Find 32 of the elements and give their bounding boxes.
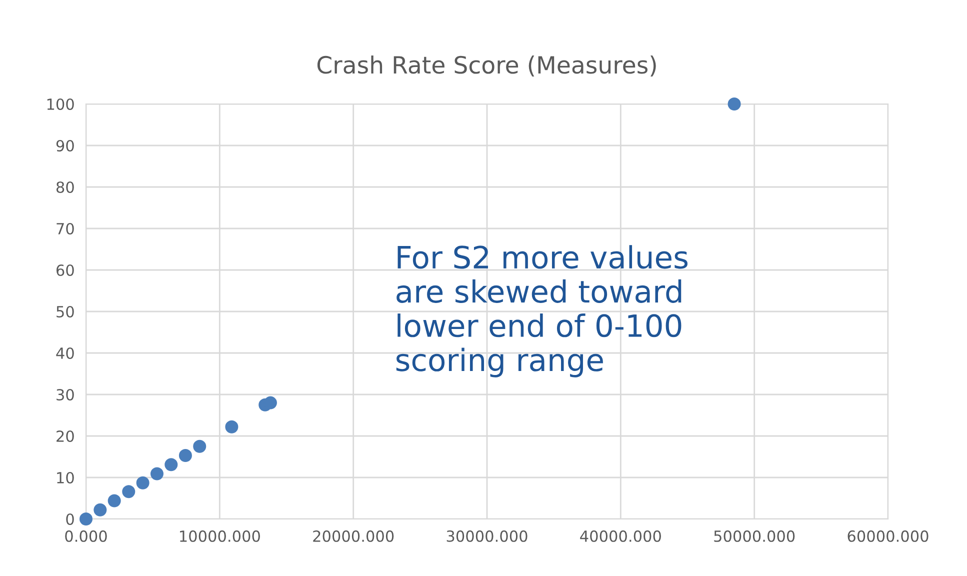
y-tick-label: 20 [56, 430, 74, 442]
chart-title: Crash Rate Score (Measures) [317, 56, 656, 77]
point [728, 97, 741, 111]
x-tick-label: 40000.000 [580, 530, 661, 542]
y-tick-label: 70 [56, 222, 74, 235]
point [264, 396, 277, 410]
point [94, 503, 107, 516]
y-tick-label: 60 [56, 264, 74, 276]
point [122, 485, 136, 498]
y-tick-label: 50 [56, 306, 74, 318]
point [193, 440, 206, 453]
point [225, 420, 238, 434]
point [136, 476, 150, 490]
x-tick-label: 50000.000 [714, 530, 795, 542]
point [108, 494, 121, 508]
y-tick-label: 30 [56, 388, 74, 401]
point [150, 467, 164, 480]
point [178, 449, 192, 462]
annotation: For S2 more values are skewed toward lower end of 0-100 scoring range [396, 245, 688, 378]
y-tick-label: 100 [47, 98, 74, 110]
x-tick-label: 60000.000 [848, 530, 928, 542]
x-tick-label: 20000.000 [313, 530, 394, 542]
x-tick-label: 0.000 [65, 530, 107, 542]
y-tick-label: 0 [66, 513, 74, 526]
x-tick-label: 10000.000 [180, 530, 260, 542]
y-tick-label: 10 [57, 472, 74, 484]
x-tick-label: 30000.000 [446, 530, 528, 542]
point [79, 512, 93, 526]
y-tick-label: 80 [56, 181, 74, 194]
y-tick-label: 90 [56, 140, 74, 152]
point [164, 458, 178, 472]
y-tick-label: 40 [56, 347, 74, 360]
